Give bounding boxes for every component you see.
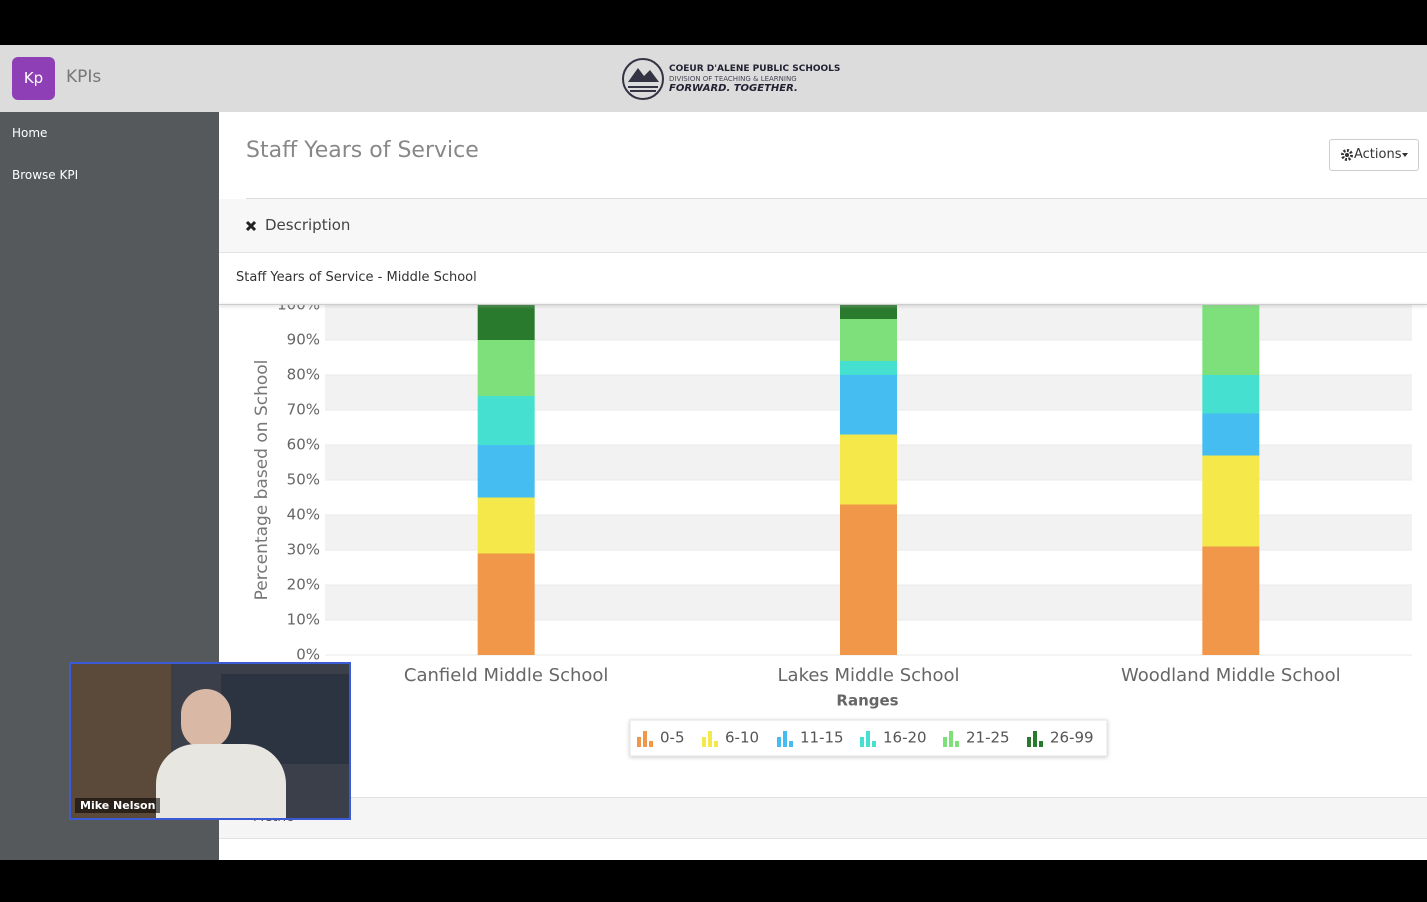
letterbox-bottom [0, 860, 1427, 902]
metric-section: Metric [219, 797, 1427, 839]
logo-tagline: FORWARD. TOGETHER. [669, 83, 798, 94]
bar-segment [477, 497, 535, 554]
bar-segment [1202, 305, 1260, 375]
bar-segment [840, 319, 897, 361]
legend-icon [1039, 741, 1043, 747]
y-tick-label: 50% [287, 471, 320, 489]
description-label: Description [265, 216, 351, 234]
x-tick-label: Woodland Middle School [1121, 665, 1341, 686]
bar-segment [477, 340, 535, 396]
y-axis-label: Percentage based on School [252, 360, 272, 601]
y-tick-label: 0% [296, 646, 320, 664]
video-background [71, 664, 171, 818]
letterbox-top [0, 0, 1427, 45]
x-axis-label: Ranges [836, 692, 898, 710]
legend-label: 0-5 [660, 729, 685, 747]
nav-item[interactable]: Browse KPI [12, 168, 79, 182]
y-tick-label: 20% [287, 576, 320, 594]
bar-segment [477, 445, 535, 498]
video-person [181, 689, 231, 749]
bar-segment [840, 375, 897, 435]
legend-label: 26-99 [1050, 729, 1094, 747]
video-person [156, 744, 286, 818]
y-tick-label: 90% [287, 331, 320, 349]
bar-segment [477, 553, 535, 655]
legend-icon [783, 731, 787, 747]
legend-icon [943, 737, 947, 747]
bar-segment [1202, 413, 1260, 456]
legend-icon [866, 731, 870, 747]
app-name[interactable]: KPIs [66, 67, 102, 87]
legend-label: 21-25 [966, 729, 1010, 747]
bar-segment [1202, 375, 1260, 414]
bar-segment [477, 396, 535, 445]
y-tick-label: 80% [287, 366, 320, 384]
y-tick-label: 30% [287, 541, 320, 559]
description-text: Staff Years of Service - Middle School [236, 270, 477, 285]
legend-icon [949, 731, 953, 747]
page-title: Staff Years of Service [246, 138, 479, 163]
legend-icon [789, 741, 793, 747]
video-tile: Mike Nelson [69, 662, 351, 820]
legend-icon [702, 737, 706, 747]
bar-segment [840, 504, 897, 655]
legend-icon [1033, 731, 1037, 747]
bar-segment [1202, 455, 1260, 547]
district-emblem [622, 58, 664, 100]
gear-icon [1341, 149, 1353, 161]
bar-segment [840, 305, 897, 319]
logo-line: DIVISION OF TEACHING & LEARNING [669, 75, 797, 83]
logo-line: COEUR D'ALENE PUBLIC SCHOOLS [669, 64, 841, 74]
divider [246, 198, 1427, 199]
legend-icon [955, 741, 959, 747]
description-toggle[interactable]: Description [219, 199, 1427, 253]
content-header: Staff Years of Service Actions Descripti… [219, 112, 1427, 305]
participant-name: Mike Nelson [75, 798, 161, 813]
close-icon [245, 220, 257, 232]
legend-icon [860, 737, 864, 747]
bar-segment [1202, 546, 1260, 655]
actions-button[interactable]: Actions [1329, 139, 1419, 171]
bar-segment [840, 434, 897, 505]
caret [1402, 153, 1408, 157]
legend-icon [637, 737, 641, 747]
legend-icon [643, 731, 647, 747]
y-tick-label: 40% [287, 506, 320, 524]
app-icon[interactable]: Kp [12, 57, 55, 100]
divider [219, 304, 1427, 305]
actions-label: Actions [1354, 147, 1402, 162]
legend-icon [1027, 737, 1031, 747]
x-tick-label: Lakes Middle School [778, 665, 960, 686]
legend-label: 16-20 [883, 729, 927, 747]
bar-segment [477, 305, 535, 340]
legend-icon [872, 741, 876, 747]
legend-icon [714, 741, 718, 747]
legend-label: 11-15 [800, 729, 844, 747]
legend-label: 6-10 [725, 729, 759, 747]
legend-icon [649, 741, 653, 747]
bar-segment [840, 361, 897, 375]
y-tick-label: 60% [287, 436, 320, 454]
legend-icon [777, 737, 781, 747]
x-tick-label: Canfield Middle School [404, 665, 609, 686]
nav-item[interactable]: Home [12, 126, 48, 140]
y-tick-label: 10% [287, 611, 320, 629]
header: Kp KPIs COEUR D'ALENE PUBLIC SCHOOLS DIV… [0, 45, 1427, 112]
legend-icon [708, 731, 712, 747]
y-tick-label: 70% [287, 401, 320, 419]
